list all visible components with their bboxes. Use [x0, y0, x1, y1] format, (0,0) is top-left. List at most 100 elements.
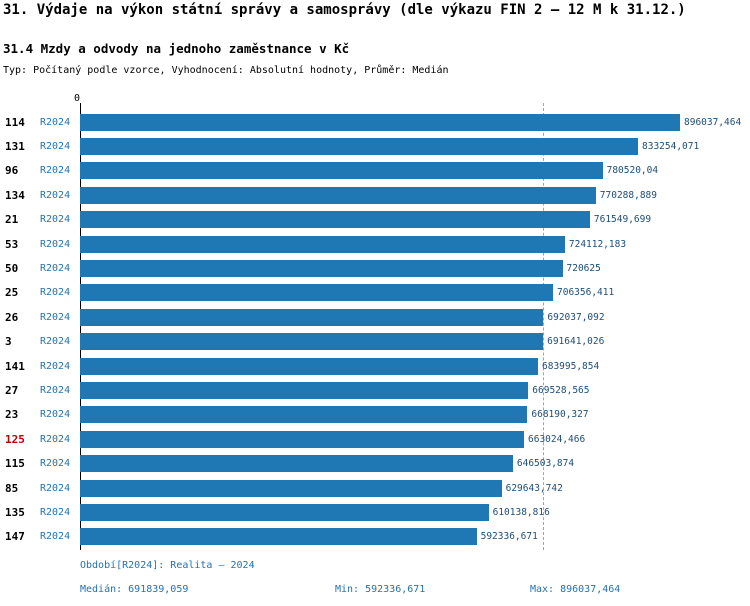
chart-subtitle: 31.4 Mzdy a odvody na jednoho zaměstnanc… — [3, 41, 350, 56]
bar-value-label: 646503,874 — [516, 458, 575, 470]
row-period-label: R2024 — [40, 506, 71, 518]
bar-value-label: 724112,183 — [568, 238, 627, 250]
row-category-label: 53 — [5, 237, 19, 251]
bar — [80, 333, 544, 351]
bar-value-label: 669528,565 — [532, 384, 590, 396]
chart-meta-line: Typ: Počítaný podle vzorce, Vyhodnocení:… — [3, 65, 449, 76]
bar-row: 85 R2024 629643,742 — [0, 476, 750, 500]
footer-median: Medián: 691839,059 — [80, 584, 189, 595]
row-period-label: R2024 — [40, 384, 71, 396]
row-track: 691641,026 — [80, 333, 750, 351]
row-track: 692037,092 — [80, 308, 750, 326]
row-category-label: 85 — [5, 481, 19, 495]
row-track: 780520,04 — [80, 162, 750, 180]
row-category-label: 23 — [5, 408, 19, 422]
bar-value-label: 592336,671 — [480, 531, 538, 543]
bar — [80, 284, 553, 302]
row-period-label: R2024 — [40, 311, 71, 323]
row-track: 629643,742 — [80, 479, 750, 497]
bar-value-label: 770288,889 — [599, 189, 657, 201]
row-category-label: 131 — [5, 140, 25, 154]
row-period-label: R2024 — [40, 531, 71, 543]
bar-value-label: 833254,071 — [642, 141, 700, 153]
bar-row: 134 R2024 770288,889 — [0, 183, 750, 207]
row-period-label: R2024 — [40, 214, 71, 226]
bar-value-label: 780520,04 — [606, 165, 659, 177]
row-track: 706356,411 — [80, 284, 750, 302]
bar — [80, 503, 489, 521]
bar — [80, 528, 477, 546]
bar-value-label: 706356,411 — [557, 287, 615, 299]
bar-value-label: 692037,092 — [547, 311, 605, 323]
bar-value-label: 720625 — [566, 263, 601, 275]
row-track: 610138,816 — [80, 503, 750, 521]
row-category-label: 21 — [5, 213, 19, 227]
row-period-label: R2024 — [40, 165, 71, 177]
bar-row: 147 R2024 592336,671 — [0, 525, 750, 549]
row-period-label: R2024 — [40, 189, 71, 201]
bar-row: 3 R2024 691641,026 — [0, 330, 750, 354]
footer-min: Min: 592336,671 — [335, 584, 426, 595]
bar — [80, 138, 638, 156]
row-track: 668190,327 — [80, 406, 750, 424]
row-category-label: 25 — [5, 286, 19, 300]
bar — [80, 186, 596, 204]
row-period-label: R2024 — [40, 141, 71, 153]
row-category-label: 147 — [5, 530, 25, 544]
row-track: 683995,854 — [80, 357, 750, 375]
bar-value-label: 691641,026 — [547, 336, 605, 348]
bar-value-label: 896037,464 — [684, 116, 742, 128]
footer-period: Období[R2024]: Realita – 2024 — [80, 560, 255, 571]
bar-value-label: 629643,742 — [505, 482, 563, 494]
bar-row: 26 R2024 692037,092 — [0, 305, 750, 329]
bar-row: 27 R2024 669528,565 — [0, 378, 750, 402]
row-period-label: R2024 — [40, 116, 71, 128]
row-track: 833254,071 — [80, 138, 750, 156]
bar-row: 23 R2024 668190,327 — [0, 403, 750, 427]
row-category-label: 26 — [5, 310, 19, 324]
bar-row: 125 R2024 663024,466 — [0, 427, 750, 451]
footer-max: Max: 896037,464 — [530, 584, 621, 595]
bar-row: 114 R2024 896037,464 — [0, 110, 750, 134]
bar-row: 21 R2024 761549,699 — [0, 208, 750, 232]
row-category-label: 134 — [5, 188, 25, 202]
row-period-label: R2024 — [40, 458, 71, 470]
row-period-label: R2024 — [40, 482, 71, 494]
bar — [80, 406, 528, 424]
bar-row: 96 R2024 780520,04 — [0, 159, 750, 183]
bar-value-label: 610138,816 — [492, 506, 550, 518]
y-axis-line — [80, 103, 81, 550]
row-category-label: 50 — [5, 262, 19, 276]
bar — [80, 479, 502, 497]
bar — [80, 381, 529, 399]
row-track: 770288,889 — [80, 186, 750, 204]
bar — [80, 211, 590, 229]
bar-row: 131 R2024 833254,071 — [0, 134, 750, 158]
row-category-label: 135 — [5, 505, 25, 519]
row-track: 646503,874 — [80, 455, 750, 473]
row-track: 592336,671 — [80, 528, 750, 546]
row-category-label: 27 — [5, 383, 19, 397]
bar-value-label: 683995,854 — [542, 360, 600, 372]
bar — [80, 308, 544, 326]
bar-value-label: 663024,466 — [528, 433, 586, 445]
row-category-label: 125 — [5, 432, 25, 446]
page-title: 31. Výdaje na výkon státní správy a samo… — [3, 2, 686, 18]
row-track: 724112,183 — [80, 235, 750, 253]
bar-row: 53 R2024 724112,183 — [0, 232, 750, 256]
row-category-label: 114 — [5, 115, 25, 129]
bar — [80, 455, 513, 473]
bar — [80, 260, 563, 278]
bar — [80, 235, 565, 253]
x-axis-origin-label: 0 — [74, 93, 81, 104]
row-period-label: R2024 — [40, 287, 71, 299]
row-category-label: 3 — [5, 335, 12, 349]
row-period-label: R2024 — [40, 433, 71, 445]
bar-row: 115 R2024 646503,874 — [0, 451, 750, 475]
bar-chart: 114 R2024 896037,464 131 R2024 833254,07… — [0, 110, 750, 549]
row-track: 896037,464 — [80, 113, 750, 131]
row-track: 720625 — [80, 260, 750, 278]
bar-row: 25 R2024 706356,411 — [0, 281, 750, 305]
row-category-label: 115 — [5, 457, 25, 471]
bar — [80, 357, 538, 375]
